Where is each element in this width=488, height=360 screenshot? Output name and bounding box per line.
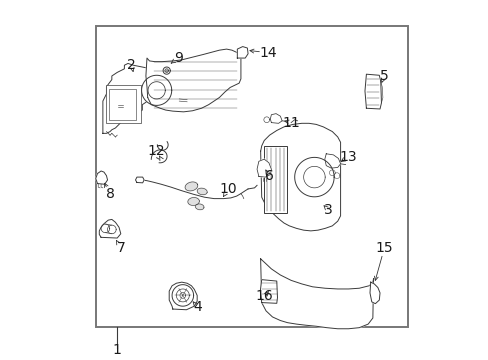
- Polygon shape: [180, 293, 185, 298]
- Polygon shape: [163, 67, 170, 74]
- Polygon shape: [197, 188, 207, 195]
- Polygon shape: [260, 123, 340, 231]
- Polygon shape: [172, 285, 193, 306]
- Polygon shape: [294, 157, 333, 197]
- Text: 15: 15: [375, 241, 392, 255]
- Polygon shape: [185, 182, 197, 191]
- Text: 4: 4: [193, 300, 202, 314]
- Polygon shape: [257, 159, 271, 177]
- Polygon shape: [148, 82, 165, 99]
- Bar: [264, 146, 286, 213]
- Polygon shape: [270, 114, 282, 123]
- Polygon shape: [187, 198, 199, 206]
- Text: 16: 16: [255, 289, 272, 303]
- Text: 10: 10: [219, 182, 237, 196]
- Text: 2: 2: [127, 58, 136, 72]
- Polygon shape: [260, 280, 277, 303]
- Text: 12: 12: [147, 144, 165, 158]
- Text: 13: 13: [339, 150, 357, 164]
- Polygon shape: [303, 166, 325, 188]
- Text: 8: 8: [105, 187, 114, 201]
- Polygon shape: [142, 75, 171, 105]
- Text: 11: 11: [282, 116, 299, 130]
- Polygon shape: [237, 46, 247, 58]
- Polygon shape: [324, 154, 340, 168]
- Text: 6: 6: [264, 169, 273, 183]
- Polygon shape: [145, 49, 241, 112]
- Polygon shape: [135, 177, 144, 183]
- Polygon shape: [369, 282, 379, 304]
- Text: 7: 7: [116, 241, 125, 255]
- Polygon shape: [195, 204, 203, 210]
- Polygon shape: [260, 259, 373, 329]
- Polygon shape: [102, 63, 172, 133]
- Bar: [109, 89, 136, 120]
- Bar: [106, 85, 140, 123]
- Bar: [96, 26, 407, 327]
- Polygon shape: [96, 171, 107, 184]
- Text: 1: 1: [113, 343, 122, 357]
- Text: 5: 5: [379, 69, 388, 83]
- Polygon shape: [169, 282, 197, 310]
- Polygon shape: [99, 219, 121, 238]
- Text: 14: 14: [259, 46, 276, 60]
- Polygon shape: [333, 173, 339, 179]
- Polygon shape: [101, 224, 109, 233]
- Polygon shape: [329, 170, 335, 176]
- Polygon shape: [107, 225, 116, 234]
- Polygon shape: [364, 74, 381, 109]
- Polygon shape: [176, 289, 189, 302]
- Text: 9: 9: [173, 51, 182, 65]
- Polygon shape: [264, 117, 269, 123]
- Text: 3: 3: [324, 203, 332, 217]
